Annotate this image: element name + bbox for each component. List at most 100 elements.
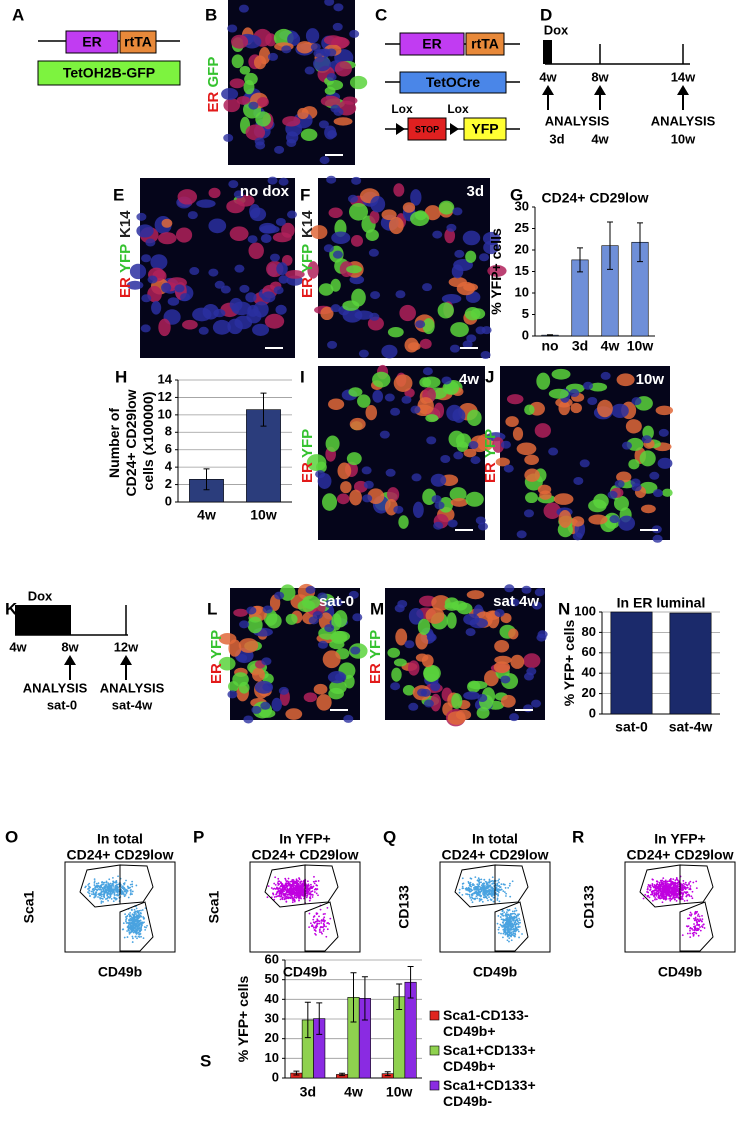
flow-event bbox=[476, 879, 479, 882]
flow-event bbox=[275, 892, 278, 895]
flow-event bbox=[480, 881, 482, 884]
flow-event bbox=[653, 892, 656, 895]
flow-event bbox=[674, 894, 677, 896]
cell bbox=[342, 300, 360, 311]
flow-event bbox=[298, 894, 301, 897]
flow-event bbox=[659, 884, 662, 887]
flow-event bbox=[504, 887, 507, 889]
flow-event bbox=[693, 923, 695, 925]
flow-event bbox=[470, 877, 473, 880]
flow-event bbox=[311, 924, 314, 927]
time-label: 12w bbox=[114, 639, 139, 654]
cell bbox=[640, 504, 656, 514]
flow-event bbox=[100, 883, 103, 886]
y-tick-label: 10 bbox=[515, 284, 529, 299]
flow-event bbox=[496, 922, 499, 925]
cell bbox=[450, 322, 469, 338]
flow-event bbox=[466, 888, 469, 890]
cell bbox=[180, 293, 191, 302]
flow-event bbox=[515, 909, 518, 912]
construct-label: ER bbox=[82, 34, 101, 50]
cell bbox=[349, 489, 362, 506]
flow-event bbox=[322, 913, 325, 915]
flow-title: CD24+ CD29low bbox=[252, 847, 359, 863]
flow-event bbox=[285, 886, 288, 889]
flow-event bbox=[512, 934, 515, 937]
flow-event bbox=[691, 932, 694, 935]
cell bbox=[401, 395, 412, 404]
cell bbox=[525, 492, 538, 504]
cell bbox=[641, 435, 652, 444]
flow-event bbox=[276, 895, 279, 897]
flow-event bbox=[133, 917, 136, 920]
cell bbox=[326, 48, 337, 57]
flow-event bbox=[135, 884, 138, 887]
flow-event bbox=[88, 882, 91, 885]
cell bbox=[494, 639, 510, 653]
arrow-head bbox=[542, 85, 554, 95]
flow-event bbox=[468, 890, 471, 893]
flow-event bbox=[106, 885, 109, 888]
cell bbox=[588, 514, 608, 525]
flow-event bbox=[498, 900, 501, 903]
cell bbox=[558, 509, 572, 528]
flow-event bbox=[680, 896, 683, 899]
panel-label: I bbox=[300, 367, 305, 386]
cell bbox=[332, 250, 343, 259]
flow-event bbox=[474, 897, 477, 900]
stain-label: ER bbox=[299, 277, 316, 298]
flow-event bbox=[311, 887, 314, 889]
panel-label: C bbox=[375, 5, 387, 24]
flow-event bbox=[498, 932, 500, 934]
flow-event bbox=[688, 882, 691, 884]
flow-event bbox=[698, 924, 700, 927]
flow-event bbox=[477, 877, 480, 880]
cell bbox=[415, 320, 426, 329]
cell bbox=[600, 371, 611, 380]
cell bbox=[493, 661, 511, 674]
flow-event bbox=[128, 929, 130, 932]
flow-event bbox=[295, 882, 297, 884]
flow-event bbox=[497, 879, 500, 882]
cell bbox=[145, 238, 156, 247]
cell bbox=[324, 599, 335, 608]
cell bbox=[438, 496, 454, 513]
flow-event bbox=[658, 895, 661, 898]
flow-event bbox=[113, 893, 116, 896]
cell bbox=[264, 313, 285, 329]
flow-event bbox=[511, 917, 514, 920]
flow-event bbox=[649, 889, 651, 892]
cell bbox=[330, 304, 341, 313]
flow-event bbox=[483, 885, 486, 888]
cell bbox=[470, 308, 486, 320]
legend-label: Sca1+CD133+ CD49b+ bbox=[443, 1042, 540, 1074]
cell bbox=[228, 639, 242, 657]
flow-event bbox=[104, 885, 107, 887]
panel-label: R bbox=[572, 827, 584, 846]
flow-frame bbox=[624, 861, 736, 953]
dox-period bbox=[15, 605, 71, 635]
legend-label: Sca1+CD133+ CD49b- bbox=[443, 1077, 540, 1109]
cell bbox=[303, 692, 318, 703]
flow-event bbox=[127, 927, 130, 930]
flow-event bbox=[509, 913, 512, 916]
cell bbox=[242, 34, 262, 49]
cell bbox=[449, 344, 460, 353]
flow-event bbox=[470, 890, 473, 893]
flow-event bbox=[299, 885, 302, 887]
flow-frame bbox=[439, 861, 551, 953]
flow-axis-label: CD133 bbox=[396, 885, 412, 929]
flow-event bbox=[517, 914, 519, 917]
cell bbox=[175, 227, 193, 243]
flow-event bbox=[103, 881, 106, 884]
cell bbox=[346, 265, 363, 274]
cell bbox=[388, 216, 404, 235]
flow-event bbox=[662, 889, 665, 892]
flow-event bbox=[509, 895, 512, 898]
flow-event bbox=[322, 930, 325, 932]
flow-event bbox=[508, 916, 511, 919]
flow-event bbox=[676, 894, 679, 897]
flow-event bbox=[476, 885, 479, 888]
cell bbox=[167, 297, 180, 306]
flow-event bbox=[295, 886, 298, 889]
